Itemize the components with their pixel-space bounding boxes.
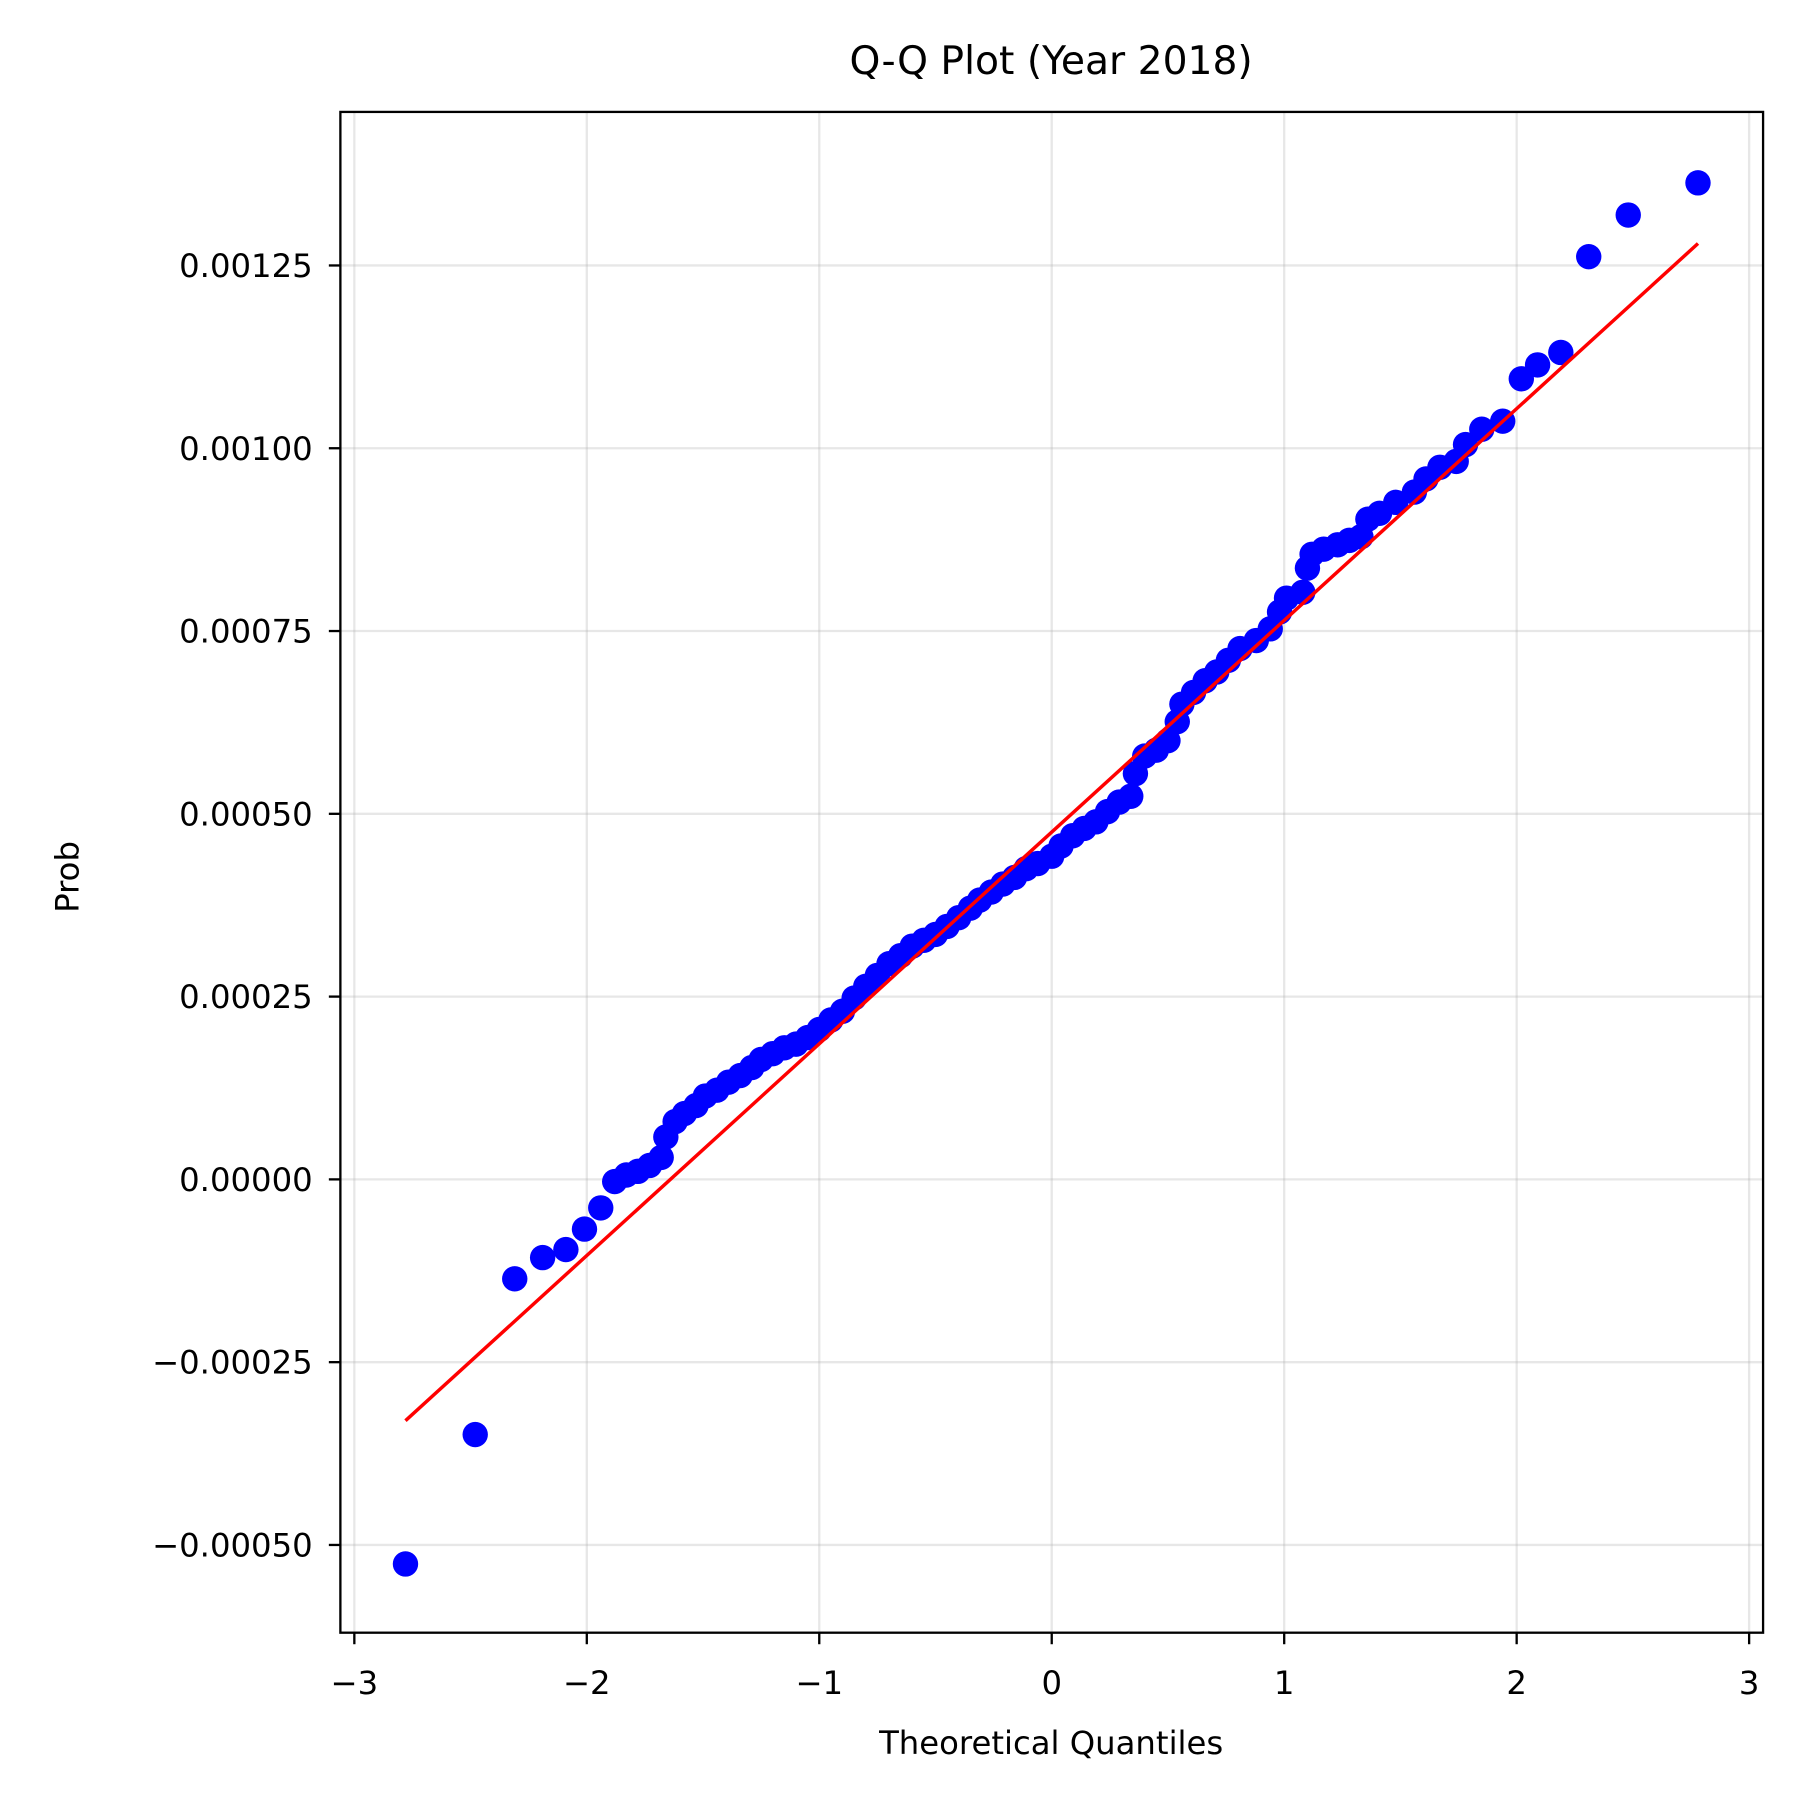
- point: [392, 1551, 419, 1577]
- fit-line: [404, 242, 1700, 1422]
- point: [1685, 170, 1711, 196]
- y-tick-label: 0.00075: [179, 613, 313, 651]
- y-tick-label: 0.00125: [179, 247, 313, 285]
- point: [502, 1266, 528, 1292]
- point: [529, 1244, 556, 1271]
- point: [588, 1195, 614, 1221]
- x-tick-label: −3: [331, 1664, 379, 1702]
- point: [1615, 202, 1641, 228]
- point: [1548, 339, 1574, 366]
- point: [648, 1144, 674, 1171]
- point: [553, 1236, 579, 1263]
- y-tick-label: −0.00025: [152, 1344, 313, 1382]
- point: [1383, 489, 1409, 516]
- x-tick-label: 3: [1739, 1664, 1760, 1702]
- point: [1118, 783, 1144, 809]
- y-tick-label: 0.00025: [179, 978, 313, 1016]
- x-tick-label: 0: [1041, 1664, 1062, 1702]
- y-tick-label: −0.00050: [152, 1526, 313, 1564]
- point: [462, 1421, 488, 1448]
- point: [571, 1216, 598, 1242]
- x-tick-label: −2: [563, 1664, 611, 1702]
- point: [1524, 352, 1551, 378]
- point: [1576, 243, 1602, 270]
- x-tick-label: 1: [1274, 1664, 1295, 1702]
- y-tick-label: 0.00100: [179, 430, 313, 468]
- x-tick-label: 2: [1506, 1664, 1527, 1702]
- x-axis-label: Theoretical Quantiles: [878, 1724, 1223, 1762]
- x-tick-label: −1: [795, 1664, 843, 1702]
- chart-title: Q-Q Plot (Year 2018): [850, 39, 1253, 84]
- plot-frame: [339, 110, 1765, 1634]
- y-axis-label: Prob: [48, 841, 86, 913]
- y-tick-label: 0.00050: [179, 795, 313, 833]
- y-tick-label: 0.00000: [179, 1161, 313, 1199]
